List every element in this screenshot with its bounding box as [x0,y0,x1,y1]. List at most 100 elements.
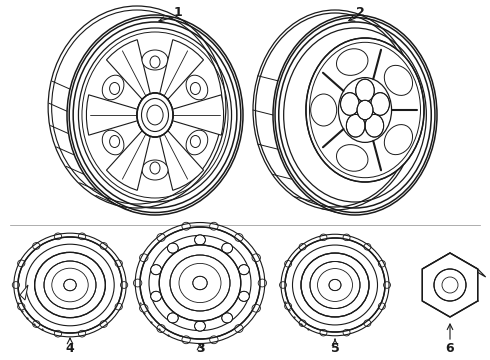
Ellipse shape [301,253,369,317]
Ellipse shape [311,94,337,126]
Ellipse shape [182,222,190,230]
Polygon shape [20,285,28,300]
Ellipse shape [140,254,148,262]
Ellipse shape [339,78,392,143]
Ellipse shape [150,162,160,174]
Ellipse shape [384,125,413,155]
Ellipse shape [115,260,122,267]
Ellipse shape [235,234,243,242]
Ellipse shape [343,234,350,240]
Ellipse shape [195,321,205,331]
Ellipse shape [157,234,165,242]
Ellipse shape [191,135,200,148]
Ellipse shape [100,243,107,249]
Ellipse shape [157,325,165,332]
Text: 2: 2 [356,5,365,18]
Ellipse shape [137,93,173,137]
Ellipse shape [285,303,292,310]
Ellipse shape [222,243,233,253]
Ellipse shape [239,291,249,301]
Ellipse shape [115,303,122,310]
Ellipse shape [64,279,76,291]
Ellipse shape [378,303,385,310]
Ellipse shape [102,75,124,100]
Ellipse shape [168,313,178,323]
Ellipse shape [182,336,190,344]
Ellipse shape [285,238,385,332]
Ellipse shape [306,38,424,182]
Ellipse shape [191,82,200,94]
Ellipse shape [384,282,391,288]
Polygon shape [106,40,150,99]
Ellipse shape [222,313,233,323]
Ellipse shape [299,243,306,250]
Ellipse shape [150,56,160,68]
Ellipse shape [140,227,260,339]
Ellipse shape [299,320,306,327]
Ellipse shape [235,325,243,332]
Ellipse shape [346,114,365,137]
Ellipse shape [378,261,385,267]
Ellipse shape [320,234,327,240]
Ellipse shape [133,279,142,287]
Ellipse shape [170,255,230,311]
Polygon shape [160,40,203,99]
Polygon shape [422,253,486,277]
Polygon shape [172,95,223,135]
Text: 4: 4 [66,342,74,355]
Ellipse shape [310,261,360,309]
Text: 6: 6 [446,342,454,355]
Text: 5: 5 [331,342,340,355]
Ellipse shape [210,336,218,344]
Ellipse shape [384,66,413,95]
Ellipse shape [329,279,341,291]
Ellipse shape [100,321,107,327]
Ellipse shape [142,160,168,180]
Ellipse shape [33,243,40,249]
Ellipse shape [54,233,62,240]
Ellipse shape [252,304,260,312]
Ellipse shape [18,237,122,333]
Polygon shape [422,253,478,317]
Ellipse shape [159,245,241,321]
Ellipse shape [434,269,466,301]
Ellipse shape [18,303,25,310]
Ellipse shape [150,291,162,301]
Ellipse shape [357,100,373,120]
Ellipse shape [142,50,168,70]
Ellipse shape [137,93,173,137]
Ellipse shape [54,330,62,337]
Ellipse shape [78,330,86,337]
Ellipse shape [239,265,249,275]
Ellipse shape [150,265,162,275]
Ellipse shape [195,235,205,245]
Ellipse shape [78,233,86,240]
Ellipse shape [337,145,368,171]
Ellipse shape [12,282,20,288]
Ellipse shape [168,243,178,253]
Ellipse shape [364,320,371,327]
Ellipse shape [371,93,390,115]
Polygon shape [106,131,150,190]
Ellipse shape [140,304,148,312]
Ellipse shape [110,135,120,148]
Ellipse shape [110,82,120,95]
Ellipse shape [279,282,287,288]
Ellipse shape [343,329,350,336]
Ellipse shape [186,75,208,100]
Ellipse shape [44,261,96,309]
Polygon shape [86,95,138,135]
Ellipse shape [285,261,292,267]
Ellipse shape [186,130,208,155]
Ellipse shape [252,254,260,262]
Ellipse shape [364,243,371,250]
Ellipse shape [193,276,207,290]
Ellipse shape [35,252,105,318]
Ellipse shape [341,93,359,115]
Polygon shape [160,131,203,190]
Ellipse shape [356,79,374,102]
Ellipse shape [210,222,218,230]
Ellipse shape [258,279,267,287]
Text: 3: 3 [196,342,204,355]
Ellipse shape [337,49,368,75]
